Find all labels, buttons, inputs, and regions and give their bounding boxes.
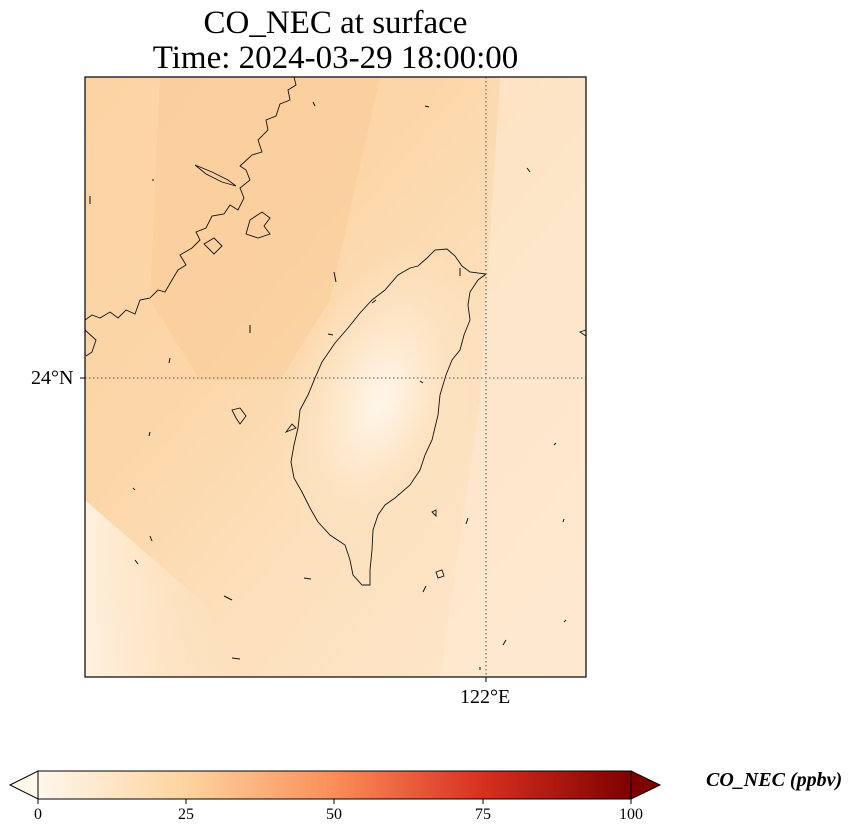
colorbar-tick-label: 0 — [34, 806, 42, 823]
wind-arrow — [312, 101, 316, 107]
plot-title-line-2: Time: 2024-03-29 18:00:00 — [152, 40, 519, 76]
wind-arrow — [168, 357, 171, 364]
coastlines — [84, 76, 587, 586]
wind-arrow — [562, 518, 565, 523]
plot-title-line-1: CO_NEC at surface — [203, 5, 468, 41]
colorbar-tick-label: 75 — [475, 806, 491, 823]
gridlines — [85, 77, 586, 677]
wind-arrow — [149, 535, 153, 542]
wind-arrow — [303, 577, 312, 580]
wind-arrow — [231, 657, 241, 660]
concentration-field — [85, 77, 586, 677]
latitude-label: 24°N — [31, 367, 74, 389]
colorbar-gradient — [37, 770, 632, 800]
wind-arrow — [526, 167, 531, 173]
wind-arrow — [134, 559, 139, 565]
taiwan-coastline — [290, 248, 488, 586]
wind-arrow — [465, 517, 469, 525]
wind-arrow — [422, 585, 427, 593]
colorbar-tick-label: 25 — [178, 806, 194, 823]
wind-arrow — [333, 271, 337, 283]
wind-arrow — [424, 105, 430, 108]
colorbar-ticks — [37, 799, 632, 804]
wind-arrow — [327, 333, 334, 336]
wind-vectors — [89, 101, 567, 670]
colorbar-tick-label: 100 — [619, 806, 643, 823]
colorbar-extend-min — [8, 770, 39, 800]
wind-arrow — [223, 595, 233, 601]
colorbar-label: CO_NEC (ppbv) — [706, 769, 843, 791]
fujian-coastline — [84, 76, 297, 321]
colorbar-tick-label: 50 — [326, 806, 342, 823]
estuary-outline — [194, 164, 237, 187]
wind-arrow — [419, 380, 424, 384]
wind-arrow — [148, 431, 151, 437]
wind-arrow — [502, 639, 507, 646]
wind-arrow — [553, 442, 557, 446]
wind-arrow — [371, 299, 377, 304]
wind-arrow — [563, 619, 567, 623]
longitude-label: 122°E — [460, 686, 511, 708]
colorbar-extend-max — [630, 770, 662, 800]
map-frame — [84, 76, 587, 678]
wind-arrow — [132, 487, 136, 491]
